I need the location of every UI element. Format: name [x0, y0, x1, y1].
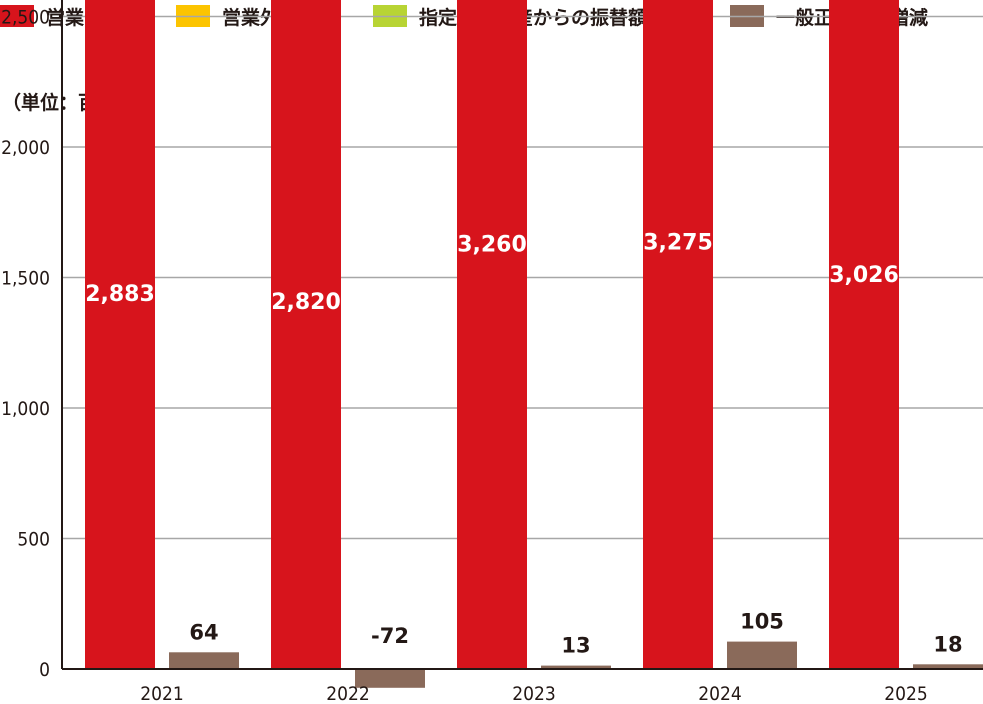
- legend-swatch-operating-revenue: [0, 5, 34, 27]
- bar-net-assets-change: [355, 669, 425, 688]
- data-label-net-assets-change: 105: [740, 610, 784, 634]
- bar-segment-operating-revenue: [643, 0, 713, 670]
- data-label-net-assets-change: -72: [371, 624, 409, 648]
- x-tick-label: 2021: [140, 683, 184, 704]
- bar-segment-operating-revenue: [85, 0, 155, 670]
- x-tick-label: 2025: [884, 683, 928, 704]
- data-label-net-assets-change: 18: [933, 632, 962, 656]
- data-label-net-assets-change: 64: [189, 620, 218, 644]
- data-label-net-assets-change: 13: [561, 634, 590, 658]
- data-label: 3,026: [829, 263, 899, 288]
- data-labels: 2,8839091642,8201,1312-723,26075761133,2…: [85, 231, 962, 658]
- bar-net-assets-change: [541, 665, 611, 669]
- y-tick-label: 500: [17, 529, 50, 551]
- x-tick-label: 2023: [512, 683, 556, 704]
- y-tick-label: 0: [39, 659, 50, 681]
- bar-segment-operating-revenue: [271, 0, 341, 670]
- data-label: 3,275: [643, 231, 713, 256]
- data-label: 3,260: [457, 233, 527, 258]
- y-tick-label: 2,500: [1, 7, 50, 29]
- y-tick-label: 1,000: [1, 398, 50, 420]
- bar-segment-operating-revenue: [457, 0, 527, 669]
- bar-net-assets-change: [169, 652, 239, 669]
- y-tick-label: 2,000: [1, 137, 50, 159]
- bar-net-assets-change: [913, 664, 983, 669]
- bar-net-assets-change: [727, 641, 797, 669]
- x-tick-label: 2024: [698, 683, 742, 704]
- bars: [85, 0, 983, 688]
- bar-segment-operating-revenue: [829, 0, 899, 670]
- y-tick-label: 1,500: [1, 268, 50, 290]
- data-label: 2,820: [271, 290, 341, 315]
- x-tick-label: 2022: [326, 683, 370, 704]
- data-label: 2,883: [85, 282, 155, 307]
